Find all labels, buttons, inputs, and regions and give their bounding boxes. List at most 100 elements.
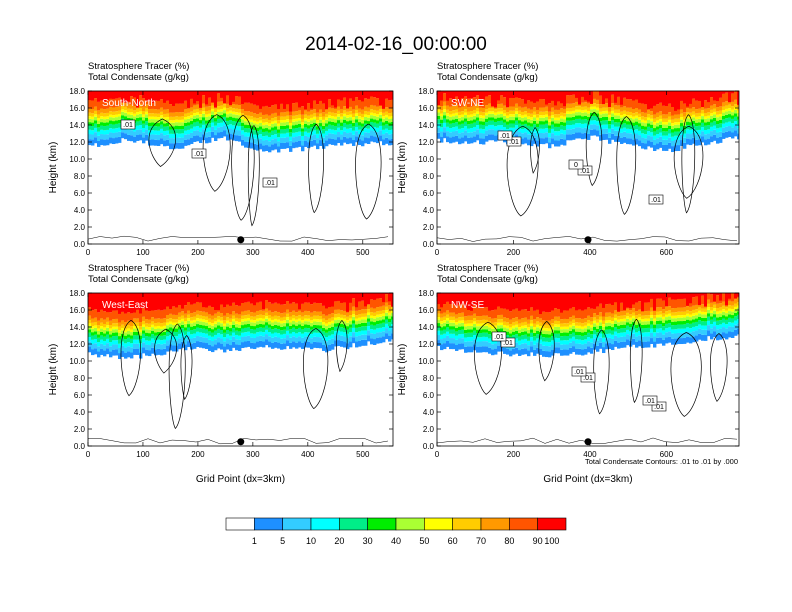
- x-axis-label: Grid Point (dx=3km): [196, 474, 285, 485]
- contour-label: .01: [583, 375, 593, 382]
- contour-label: .01: [265, 180, 275, 187]
- y-tick-label: 12.0: [69, 138, 85, 147]
- y-tick-label: 8.0: [423, 374, 435, 383]
- y-tick-label: 10.0: [418, 357, 434, 366]
- y-tick-label: 0.0: [74, 442, 86, 451]
- colorbar-swatch: [395, 517, 425, 531]
- contour-label: .01: [651, 197, 661, 204]
- x-tick-label: 0: [435, 248, 440, 257]
- colorbar-label: 70: [476, 536, 486, 546]
- colorbar-label: 20: [334, 536, 344, 546]
- panel-west-east: Stratosphere Tracer (%)Total Condensate …: [48, 263, 394, 485]
- colorbar-label: 10: [306, 536, 316, 546]
- contour-line: [616, 116, 637, 215]
- x-tick-label: 100: [136, 450, 150, 459]
- x-axis-label: Grid Point (dx=3km): [543, 474, 632, 485]
- field-title: Stratosphere Tracer (%): [437, 61, 538, 72]
- plot-frame: [87, 90, 394, 245]
- contour-label-box: [571, 366, 587, 377]
- colorbar-swatch: [339, 517, 368, 531]
- tracer-field: [437, 293, 739, 358]
- y-tick-label: 0.0: [74, 240, 86, 249]
- surface-contour: [437, 236, 738, 242]
- y-tick-label: 2.0: [423, 223, 435, 232]
- contour-label-box: [577, 165, 593, 176]
- contour-line: [154, 328, 177, 374]
- contour-note: Total Condensate Contours: .01 to .01 by…: [585, 457, 738, 466]
- x-tick-label: 100: [136, 248, 150, 257]
- contour-line: [593, 329, 610, 415]
- y-tick-label: 18.0: [418, 87, 434, 96]
- y-tick-label: 4.0: [423, 408, 435, 417]
- colorbar-swatch: [282, 517, 312, 531]
- y-tick-label: 6.0: [423, 391, 435, 400]
- y-tick-label: 4.0: [74, 206, 86, 215]
- contour-label-box: [642, 395, 658, 406]
- contour-title: Total Condensate (g/kg): [437, 72, 538, 83]
- contour-label: .01: [500, 133, 510, 140]
- contour-label-box: [497, 130, 513, 141]
- colorbar-swatch: [452, 517, 482, 531]
- location-marker: [584, 236, 592, 244]
- x-tick-label: 400: [583, 450, 597, 459]
- y-tick-label: 0.0: [423, 240, 435, 249]
- y-tick-label: 10.0: [69, 155, 85, 164]
- y-tick-label: 2.0: [74, 223, 86, 232]
- contour-label: 0: [574, 162, 578, 169]
- contour-line: [247, 125, 260, 227]
- panel-sw-ne: Stratosphere Tracer (%)Total Condensate …: [397, 61, 740, 257]
- panel-label: West-East: [102, 300, 148, 311]
- contour-label-box: [491, 331, 507, 342]
- contour-label: .01: [574, 369, 584, 376]
- surface-contour: [88, 438, 389, 445]
- y-tick-label: 8.0: [74, 172, 86, 181]
- y-tick-label: 16.0: [418, 104, 434, 113]
- y-tick-label: 2.0: [74, 425, 86, 434]
- contour-line: [673, 125, 704, 199]
- y-tick-label: 16.0: [418, 306, 434, 315]
- contour-label-box: [568, 159, 584, 170]
- colorbar-label: 40: [391, 536, 401, 546]
- tracer-field: [437, 91, 739, 153]
- y-tick-label: 8.0: [74, 374, 86, 383]
- x-tick-label: 0: [86, 248, 91, 257]
- panel-nw-se: Stratosphere Tracer (%)Total Condensate …: [397, 263, 740, 485]
- contour-label: .01: [509, 139, 519, 146]
- colorbar-label: 80: [504, 536, 514, 546]
- contour-label: .01: [580, 168, 590, 175]
- colorbar-label: 100: [544, 536, 559, 546]
- y-tick-label: 4.0: [423, 206, 435, 215]
- location-marker: [584, 438, 592, 446]
- x-axis: 0 100 200 300 400 500 Grid Point (dx=3km): [86, 293, 370, 485]
- y-tick-label: 6.0: [74, 189, 86, 198]
- y-axis-label: Height (km): [397, 142, 408, 194]
- panel-label: SW-NE: [451, 98, 484, 109]
- contour-label-box: [580, 372, 596, 383]
- contour-label-box: [648, 194, 664, 205]
- x-tick-label: 200: [191, 450, 205, 459]
- colorbar-swatch: [310, 517, 340, 531]
- y-tick-label: 18.0: [418, 289, 434, 298]
- y-tick-label: 0.0: [423, 442, 435, 451]
- colorbar-label: 5: [280, 536, 285, 546]
- y-tick-label: 8.0: [423, 172, 435, 181]
- contour-line: [355, 123, 382, 220]
- y-tick-label: 14.0: [69, 121, 85, 130]
- contour-label-box: [506, 136, 522, 147]
- y-tick-label: 10.0: [418, 155, 434, 164]
- y-axis-label: Height (km): [48, 344, 59, 396]
- contour-line: [629, 318, 643, 404]
- y-tick-label: 18.0: [69, 289, 85, 298]
- tracer-field: [88, 91, 393, 153]
- contour-line: [538, 321, 555, 382]
- contour-label-box: [500, 337, 516, 348]
- contour-line: [202, 114, 231, 192]
- contour-line: [180, 335, 193, 401]
- x-tick-label: 600: [660, 450, 674, 459]
- colorbar-label: 50: [419, 536, 429, 546]
- y-tick-label: 14.0: [418, 323, 434, 332]
- contour-label-box: [651, 401, 667, 412]
- contour-line: [670, 332, 702, 417]
- y-tick-label: 6.0: [423, 189, 435, 198]
- y-tick-label: 4.0: [74, 408, 86, 417]
